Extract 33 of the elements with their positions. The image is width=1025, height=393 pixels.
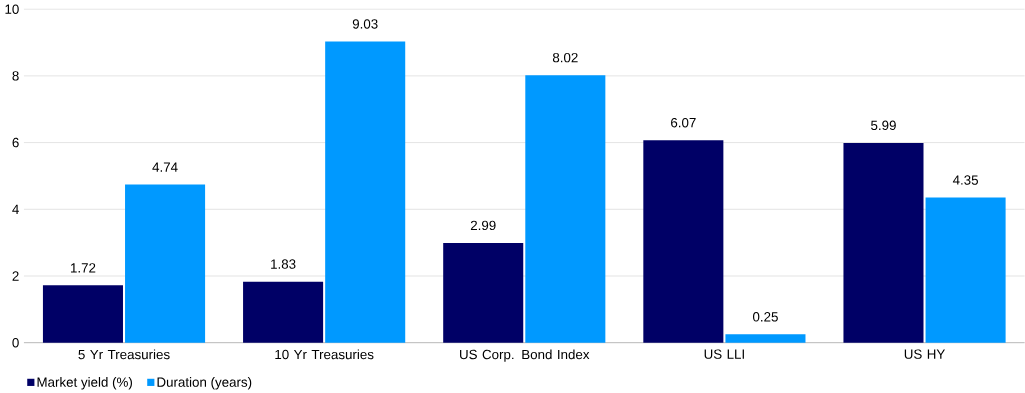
bar (125, 184, 206, 343)
bar (525, 75, 606, 343)
data-label: 9.03 (352, 19, 378, 29)
x-tick-label: US LLI (704, 349, 744, 359)
bar (843, 143, 924, 343)
data-label: 5.99 (871, 120, 896, 131)
y-tick-label: 10 (5, 4, 19, 14)
x-tick-label: US Corp. Bond Index (460, 349, 590, 362)
bar (243, 281, 324, 343)
data-label: 4.35 (952, 175, 978, 185)
y-tick-label: 4 (12, 204, 19, 214)
bar (925, 197, 1006, 343)
data-label: 6.07 (671, 118, 696, 128)
x-tick-label: US HY (904, 349, 945, 359)
data-label: 1.83 (271, 259, 296, 269)
data-label: 8.02 (552, 52, 578, 63)
y-tick-label: 2 (12, 271, 19, 281)
bar (42, 285, 123, 343)
y-tick-label: 8 (12, 71, 19, 81)
bar (443, 243, 524, 343)
y-tick-label: 0 (12, 338, 19, 348)
data-label: 2.99 (470, 220, 496, 231)
bar (725, 334, 806, 343)
bar (643, 140, 724, 343)
legend-label: Market yield (%) (37, 377, 132, 390)
data-label: 4.74 (152, 162, 178, 172)
x-tick-label: 5 Yr Treasuries (78, 349, 170, 360)
data-label: 1.72 (70, 263, 96, 273)
x-tick-label: 10 Yr Treasuries (275, 349, 374, 360)
bar (325, 41, 406, 343)
y-tick-label: 6 (12, 137, 19, 148)
data-label: 0.25 (752, 312, 778, 322)
legend-label: Duration (years) (157, 377, 252, 390)
